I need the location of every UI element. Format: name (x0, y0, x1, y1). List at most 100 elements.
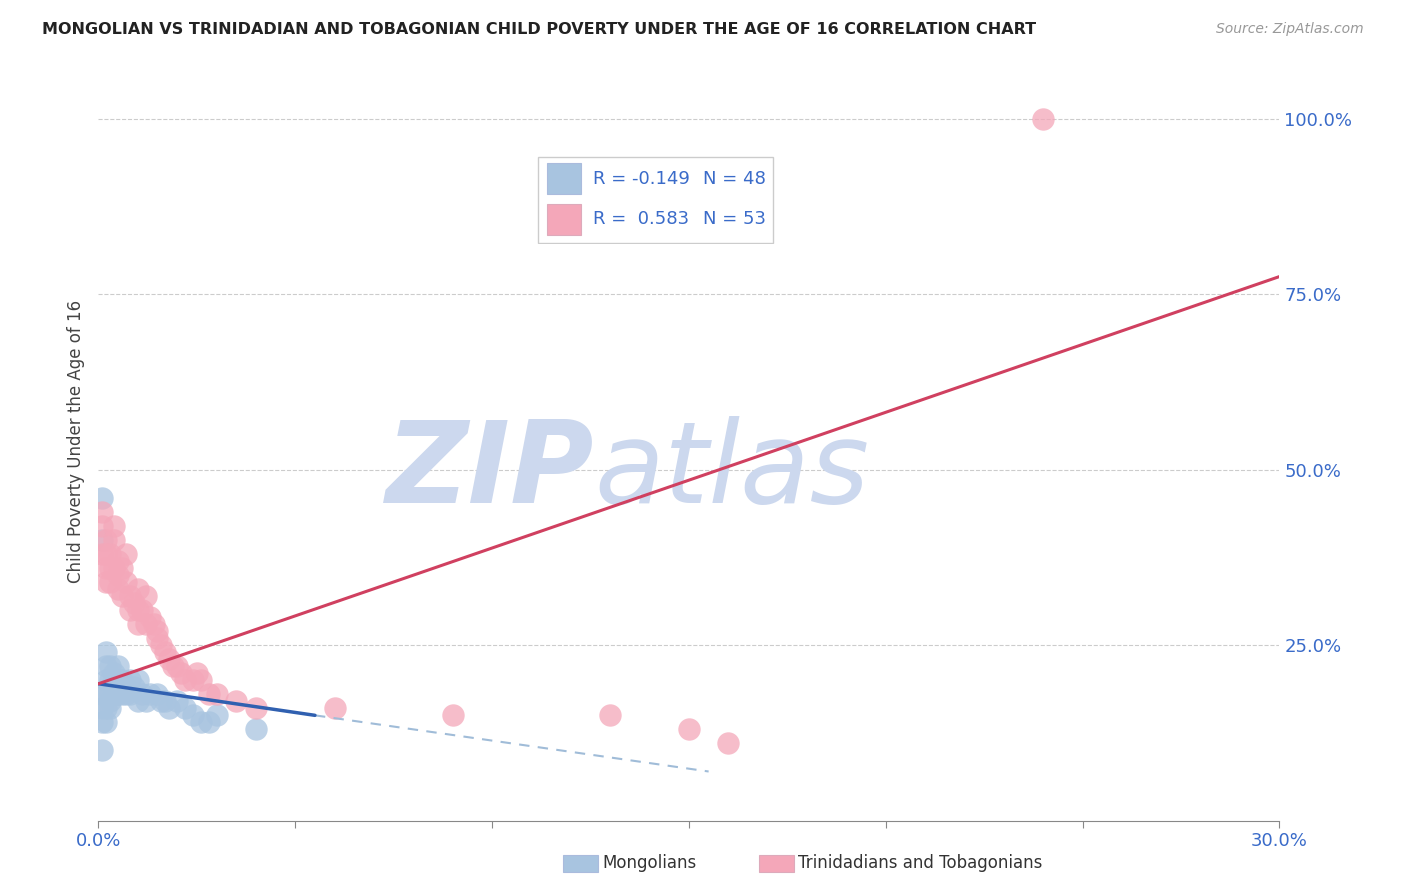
Point (181, 673, 204, 688)
Text: atlas: atlas (595, 417, 869, 527)
Point (135, 589, 157, 603)
Point (131, 603, 153, 617)
Point (118, 603, 141, 617)
Point (103, 673, 125, 688)
Point (155, 694, 177, 708)
Point (98, 701, 121, 715)
Point (98, 574, 121, 589)
Text: Trinidadians and Tobagonians: Trinidadians and Tobagonians (799, 855, 1042, 872)
Point (103, 533, 125, 547)
Point (205, 687, 228, 701)
Y-axis label: Child Poverty Under the Age of 16: Child Poverty Under the Age of 16 (66, 300, 84, 583)
Point (174, 701, 197, 715)
Point (174, 673, 197, 688)
Text: Mongolians: Mongolians (602, 855, 696, 872)
Text: Source: ZipAtlas.com: Source: ZipAtlas.com (1216, 22, 1364, 37)
Text: R = -0.149: R = -0.149 (593, 169, 690, 188)
Point (717, 736, 740, 750)
Point (118, 589, 141, 603)
Point (190, 673, 212, 688)
Point (103, 518, 125, 533)
Point (107, 582, 129, 596)
Point (170, 666, 193, 681)
Point (127, 582, 149, 596)
Point (91, 743, 114, 757)
Point (118, 687, 141, 701)
Point (127, 603, 149, 617)
Point (122, 680, 145, 694)
Point (157, 652, 180, 666)
Point (150, 638, 173, 652)
Point (96, 574, 118, 589)
Point (127, 673, 149, 688)
Point (111, 673, 134, 688)
Point (107, 568, 129, 582)
Point (190, 715, 212, 730)
Point (103, 680, 125, 694)
Point (155, 645, 177, 659)
Point (96, 673, 118, 688)
Point (91, 547, 114, 561)
Point (122, 596, 145, 610)
Point (103, 666, 125, 681)
Point (107, 554, 129, 568)
Text: N = 48: N = 48 (703, 169, 766, 188)
Point (678, 723, 700, 737)
Point (96, 645, 118, 659)
Point (91, 715, 114, 730)
Point (96, 561, 118, 575)
Point (96, 687, 118, 701)
Point (118, 673, 141, 688)
Point (107, 659, 129, 673)
Point (115, 680, 138, 694)
Point (181, 708, 204, 723)
Point (150, 694, 173, 708)
Point (127, 694, 149, 708)
Point (111, 561, 134, 575)
Point (146, 624, 169, 639)
Point (127, 617, 149, 632)
Point (96, 533, 118, 547)
Point (91, 491, 114, 505)
Point (91, 533, 114, 547)
Point (245, 723, 267, 737)
Point (186, 666, 208, 681)
Text: ZIP: ZIP (387, 417, 595, 527)
Point (98, 687, 121, 701)
Point (115, 547, 138, 561)
Point (146, 631, 169, 645)
Point (135, 694, 157, 708)
Point (98, 659, 121, 673)
Point (96, 715, 118, 730)
Point (115, 574, 138, 589)
Point (98, 547, 121, 561)
Point (162, 659, 184, 673)
Point (107, 673, 129, 688)
Point (197, 687, 219, 701)
Point (205, 708, 228, 723)
FancyBboxPatch shape (547, 163, 581, 194)
Point (98, 561, 121, 575)
Point (103, 687, 125, 701)
FancyBboxPatch shape (547, 204, 581, 235)
Point (91, 687, 114, 701)
Point (98, 673, 121, 688)
Text: N = 53: N = 53 (703, 210, 766, 228)
Point (135, 617, 157, 632)
Point (157, 701, 180, 715)
Point (91, 518, 114, 533)
Point (111, 589, 134, 603)
Point (115, 687, 138, 701)
Point (323, 701, 346, 715)
Point (166, 694, 188, 708)
Point (91, 701, 114, 715)
Point (91, 505, 114, 519)
Point (441, 708, 464, 723)
Point (245, 701, 267, 715)
Point (146, 687, 169, 701)
Point (107, 687, 129, 701)
Text: R =  0.583: R = 0.583 (593, 210, 689, 228)
Point (96, 547, 118, 561)
Point (103, 561, 125, 575)
Point (197, 715, 219, 730)
